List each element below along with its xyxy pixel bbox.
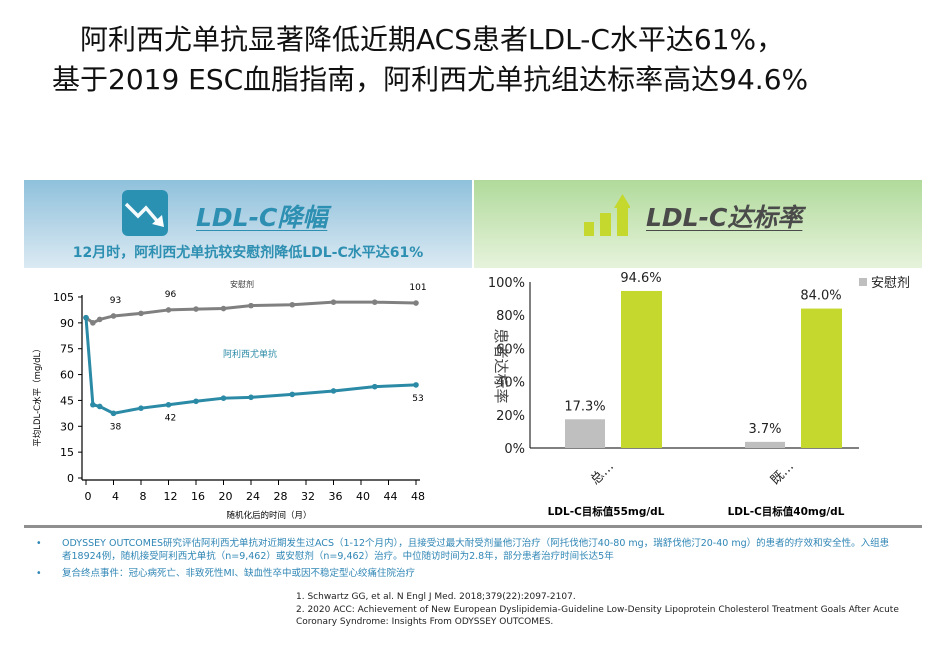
data-point xyxy=(220,395,227,401)
y-tick-label: 75 xyxy=(60,343,74,356)
section-divider xyxy=(24,525,922,528)
data-label: 96 xyxy=(165,290,177,300)
y-axis-title: 患者达标率 xyxy=(492,328,510,403)
bar-growth-icon xyxy=(580,190,631,238)
y-tick-label: 20% xyxy=(496,409,525,424)
bullet-icon: • xyxy=(36,568,42,579)
data-label: 53 xyxy=(412,394,423,404)
ldl-reduction-subtitle: 12月时，阿利西尤单抗较安慰剂降低LDL-C水平达61% xyxy=(72,245,424,261)
data-point xyxy=(165,401,172,408)
data-point xyxy=(330,388,337,394)
x-tick-label: 32 xyxy=(301,490,315,503)
note-text: ODYSSEY OUTCOMES研究评估阿利西尤单抗对近期发生过ACS（1-12… xyxy=(62,538,890,562)
trend-down-icon xyxy=(122,190,168,236)
bar-placebo xyxy=(565,419,605,448)
y-tick-label: 40% xyxy=(496,376,525,391)
data-label: 93 xyxy=(110,296,121,306)
data-point xyxy=(371,383,378,390)
data-point xyxy=(83,314,89,321)
note-item: • 复合终点事件：冠心病死亡、非致死性MI、缺血性卒中或因不稳定型心绞痛住院治疗 xyxy=(36,567,896,580)
x-tick-label: 28 xyxy=(274,490,288,503)
slide-title-line1: 阿利西尤单抗显著降低近期ACS患者LDL-C水平达61%， xyxy=(80,23,785,56)
x-tick-label: 24 xyxy=(246,490,260,503)
data-point xyxy=(289,391,296,398)
bullet-icon: • xyxy=(36,538,42,549)
y-tick-label: 105 xyxy=(53,291,74,304)
bar-alirocumab xyxy=(801,308,842,448)
data-label: 38 xyxy=(110,422,122,432)
x-tick-label: 0 xyxy=(85,490,92,503)
x-tick-label: 48 xyxy=(411,490,425,503)
reference-item: 2. 2020 ACC: Achievement of New European… xyxy=(296,604,899,628)
bar-alirocumab xyxy=(621,290,662,448)
ldl-reduction-title: LDL-C降幅 xyxy=(196,203,328,232)
y-tick-label: 80% xyxy=(496,309,525,324)
y-tick-label: 60 xyxy=(60,369,74,382)
series-label-placebo: 安慰剂 xyxy=(230,279,254,289)
y-tick-label: 0% xyxy=(504,442,525,457)
bar-value-label: 84.0% xyxy=(800,289,841,304)
data-point xyxy=(165,307,172,313)
x-axis-title: 随机化后的时间（月） xyxy=(226,510,311,521)
data-point xyxy=(248,394,254,401)
x-tick-label: 4 xyxy=(112,490,119,503)
y-tick-label: 100% xyxy=(488,276,525,291)
ldl-target-header: LDL-C达标率 xyxy=(474,180,922,268)
y-tick-label: 30 xyxy=(60,420,74,433)
x-tick-label: 12 xyxy=(164,490,178,503)
data-point xyxy=(330,299,337,305)
category-caption: LDL-C目标值40mg/dL xyxy=(728,505,845,518)
series-label-alirocumab: 阿利西尤单抗 xyxy=(223,348,277,360)
ldl-target-title: LDL-C达标率 xyxy=(646,203,803,232)
x-tick-label: 16 xyxy=(191,490,205,503)
data-point xyxy=(289,301,296,308)
data-point xyxy=(248,302,254,309)
legend-swatch-placebo xyxy=(859,278,867,286)
data-label: 42 xyxy=(165,414,176,424)
x-tick-label: 20 xyxy=(219,490,233,503)
bar-value-label: 3.7% xyxy=(748,422,781,437)
bar-value-label: 94.6% xyxy=(620,271,661,286)
y-tick-label: 45 xyxy=(60,394,74,407)
references: 1. Schwartz GG, et al. N Engl J Med. 201… xyxy=(296,591,936,629)
study-notes: • ODYSSEY OUTCOMES研究评估阿利西尤单抗对近期发生过ACS（1-… xyxy=(36,537,896,584)
data-point xyxy=(220,305,227,312)
data-point xyxy=(110,410,117,417)
data-point xyxy=(90,320,96,326)
data-point xyxy=(193,306,199,312)
note-item: • ODYSSEY OUTCOMES研究评估阿利西尤单抗对近期发生过ACS（1-… xyxy=(36,537,896,563)
y-tick-label: 90 xyxy=(60,317,74,330)
data-point xyxy=(96,403,103,410)
data-label: 101 xyxy=(409,283,426,293)
x-tick-label: 8 xyxy=(140,490,147,503)
x-tick-label: 44 xyxy=(384,490,398,503)
category-caption: LDL-C目标值55mg/dL xyxy=(548,505,665,518)
data-point xyxy=(413,300,419,306)
data-point xyxy=(138,310,144,317)
x-category-label: 既… xyxy=(768,459,797,488)
slide-title-line2: 基于2019 ESC血脂指南，阿利西尤单抗组达标率高达94.6% xyxy=(52,63,809,96)
data-point xyxy=(110,313,117,319)
data-point xyxy=(96,316,103,323)
bar-value-label: 17.3% xyxy=(564,399,605,414)
x-tick-label: 40 xyxy=(356,490,370,503)
y-tick-label: 60% xyxy=(496,342,525,357)
ldl-reduction-header: LDL-C降幅 12月时，阿利西尤单抗较安慰剂降低LDL-C水平达61% xyxy=(24,180,472,268)
x-category-label: 总… xyxy=(588,459,617,488)
bar-placebo xyxy=(745,441,785,448)
y-axis-title: 平均LDL-C水平（mg/dL） xyxy=(32,344,43,447)
data-point xyxy=(371,299,378,305)
x-tick-label: 36 xyxy=(329,490,343,503)
data-point xyxy=(90,401,96,408)
y-tick-label: 15 xyxy=(60,446,74,459)
ldl-target-bar-chart: 0% 20% 40% 60% 80% 100% 患者达标率 17.3% 94.6% 总… LDL-C… xyxy=(488,271,910,518)
y-tick-label: 0 xyxy=(67,472,74,485)
legend-label-placebo: 安慰剂 xyxy=(871,276,910,291)
reference-item: 1. Schwartz GG, et al. N Engl J Med. 201… xyxy=(296,592,576,602)
note-text: 复合终点事件：冠心病死亡、非致死性MI、缺血性卒中或因不稳定型心绞痛住院治疗 xyxy=(62,568,415,579)
data-point xyxy=(413,382,419,388)
data-point xyxy=(193,398,199,405)
data-point xyxy=(138,405,144,411)
